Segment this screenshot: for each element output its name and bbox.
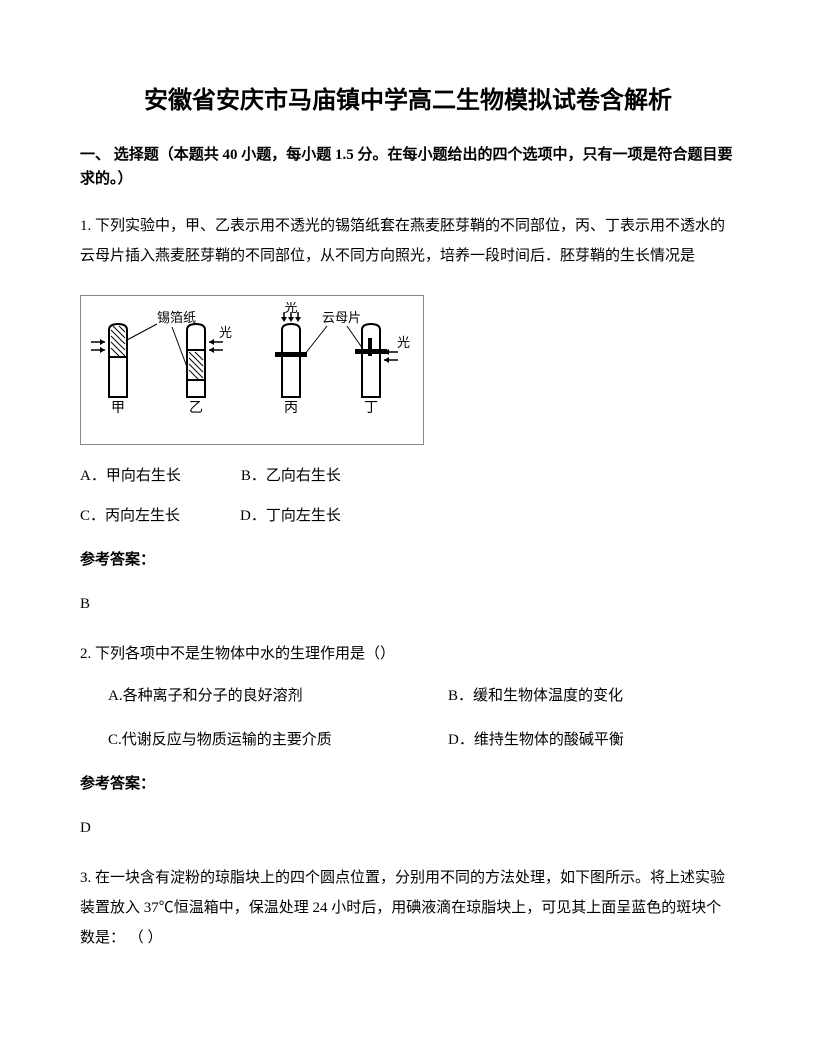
seedling-bing: 光 丙 — [275, 302, 307, 416]
svg-text:光: 光 — [219, 325, 232, 340]
svg-text:丁: 丁 — [364, 401, 378, 416]
q2-options: A.各种离子和分子的良好溶剂 B．缓和生物体温度的变化 C.代谢反应与物质运输的… — [80, 681, 736, 755]
svg-text:乙: 乙 — [189, 400, 203, 416]
q3-body: 在一块含有淀粉的琼脂块上的四个圆点位置，分别用不同的方法处理，如下图所示。将上述… — [80, 870, 725, 946]
exam-title: 安徽省安庆市马庙镇中学高二生物模拟试卷含解析 — [80, 80, 736, 115]
svg-text:丙: 丙 — [284, 401, 298, 416]
question-1: 1. 下列实验中，甲、乙表示用不透光的锡箔纸套在燕麦胚芽鞘的不同部位，丙、丁表示… — [80, 211, 736, 619]
q1-options-row1: A．甲向右生长 B．乙向右生长 — [80, 461, 736, 491]
q1-diagram: 甲 锡箔纸 光 乙 — [80, 295, 424, 445]
q1-text: 1. 下列实验中，甲、乙表示用不透光的锡箔纸套在燕麦胚芽鞘的不同部位，丙、丁表示… — [80, 211, 736, 271]
q1-answer-label: 参考答案： — [80, 545, 736, 575]
q2-answer: D — [80, 813, 736, 843]
q1-answer: B — [80, 589, 736, 619]
q1-num: 1. — [80, 218, 91, 234]
q2-text: 2. 下列各项中不是生物体中水的生理作用是（） — [80, 639, 736, 669]
q1-optA: A．甲向右生长 — [80, 461, 181, 491]
q3-num: 3. — [80, 870, 91, 886]
q1-optD: D．丁向左生长 — [240, 501, 341, 531]
section-header: 一、 选择题（本题共 40 小题，每小题 1.5 分。在每小题给出的四个选项中，… — [80, 143, 736, 191]
q2-optD: D．维持生物体的酸碱平衡 — [448, 725, 736, 755]
q2-optC: C.代谢反应与物质运输的主要介质 — [108, 725, 448, 755]
q1-optC: C．丙向左生长 — [80, 501, 180, 531]
question-2: 2. 下列各项中不是生物体中水的生理作用是（） A.各种离子和分子的良好溶剂 B… — [80, 639, 736, 843]
svg-text:云母片: 云母片 — [322, 310, 361, 325]
q2-num: 2. — [80, 646, 91, 662]
question-3: 3. 在一块含有淀粉的琼脂块上的四个圆点位置，分别用不同的方法处理，如下图所示。… — [80, 863, 736, 953]
q2-answer-label: 参考答案： — [80, 769, 736, 799]
q2-optB: B．缓和生物体温度的变化 — [448, 681, 736, 711]
experiment-diagram: 甲 锡箔纸 光 乙 — [87, 302, 417, 427]
svg-text:光: 光 — [397, 335, 410, 350]
q2-body: 下列各项中不是生物体中水的生理作用是（） — [95, 646, 395, 662]
q1-optB: B．乙向右生长 — [241, 461, 341, 491]
seedling-yi: 光 乙 — [187, 324, 232, 416]
q3-text: 3. 在一块含有淀粉的琼脂块上的四个圆点位置，分别用不同的方法处理，如下图所示。… — [80, 863, 736, 953]
svg-text:甲: 甲 — [111, 401, 125, 416]
seedling-jia: 甲 — [91, 324, 127, 416]
q1-body: 下列实验中，甲、乙表示用不透光的锡箔纸套在燕麦胚芽鞘的不同部位，丙、丁表示用不透… — [80, 218, 725, 264]
q2-optA: A.各种离子和分子的良好溶剂 — [108, 681, 448, 711]
q1-options-row2: C．丙向左生长 D．丁向左生长 — [80, 501, 736, 531]
svg-text:锡箔纸: 锡箔纸 — [157, 310, 196, 325]
seedling-ding: 光 丁 — [355, 324, 410, 416]
